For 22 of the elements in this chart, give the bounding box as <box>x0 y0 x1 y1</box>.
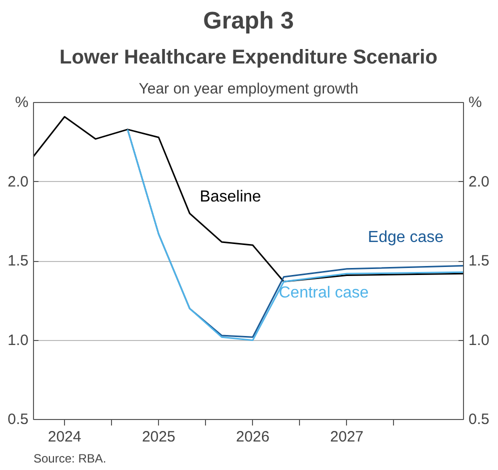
x-tick-label: 2024 <box>48 428 82 446</box>
chart-subtitle: Lower Healthcare Expenditure Scenario <box>60 46 438 68</box>
y2-tick-label: 0.5 <box>468 411 490 428</box>
line-series <box>34 116 464 282</box>
y2-axis-title: % <box>468 94 482 111</box>
series-label: Baseline <box>200 188 262 206</box>
x-tick-label: 2026 <box>236 428 270 446</box>
y2-tick-label: 1.0 <box>468 332 490 349</box>
source-note: Source: RBA. <box>34 452 106 466</box>
y2-tick-label: 2.0 <box>468 173 490 190</box>
y-tick-label: 1.0 <box>8 332 29 349</box>
y-tick-label: 1.5 <box>8 252 29 270</box>
y-axis-title: % <box>15 94 29 111</box>
chart-title: Graph 3 <box>203 8 294 34</box>
series-label: Central case <box>278 284 369 302</box>
y-tick-label: 2.0 <box>8 173 29 190</box>
series-label: Edge case <box>368 228 444 246</box>
y2-tick-label: 1.5 <box>468 252 490 270</box>
text: Year on year employment growth <box>138 80 358 98</box>
x-tick-label: 2025 <box>142 428 176 446</box>
x-tick-label: 2027 <box>330 428 364 446</box>
y-tick-label: 0.5 <box>8 411 29 428</box>
